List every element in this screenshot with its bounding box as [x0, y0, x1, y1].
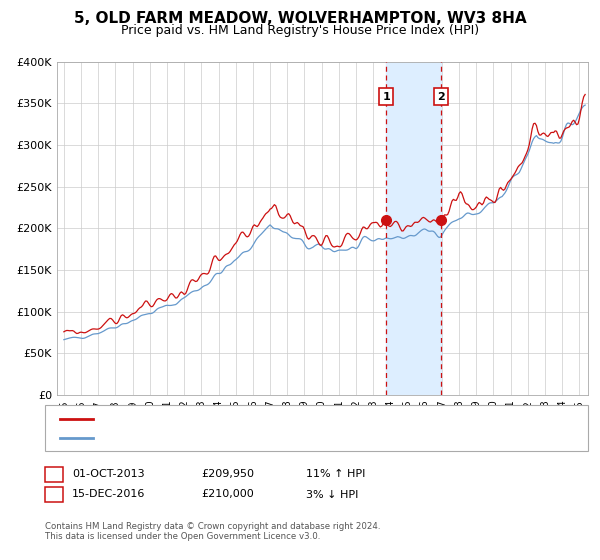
Text: Price paid vs. HM Land Registry's House Price Index (HPI): Price paid vs. HM Land Registry's House … — [121, 24, 479, 37]
Bar — [386, 62, 441, 395]
Text: Contains HM Land Registry data © Crown copyright and database right 2024.: Contains HM Land Registry data © Crown c… — [45, 522, 380, 531]
Text: 01-OCT-2013: 01-OCT-2013 — [72, 469, 145, 479]
Text: 3% ↓ HPI: 3% ↓ HPI — [306, 489, 358, 500]
Text: 1: 1 — [50, 469, 58, 479]
Text: 1: 1 — [382, 92, 390, 101]
Text: 15-DEC-2016: 15-DEC-2016 — [72, 489, 145, 500]
Text: HPI: Average price, detached house, Wolverhampton: HPI: Average price, detached house, Wolv… — [102, 433, 377, 443]
Text: £209,950: £209,950 — [201, 469, 254, 479]
Text: 2: 2 — [50, 489, 58, 500]
Text: 11% ↑ HPI: 11% ↑ HPI — [306, 469, 365, 479]
Text: 2: 2 — [437, 92, 445, 101]
Text: 5, OLD FARM MEADOW, WOLVERHAMPTON, WV3 8HA: 5, OLD FARM MEADOW, WOLVERHAMPTON, WV3 8… — [74, 11, 526, 26]
Text: This data is licensed under the Open Government Licence v3.0.: This data is licensed under the Open Gov… — [45, 532, 320, 541]
Text: £210,000: £210,000 — [201, 489, 254, 500]
Text: 5, OLD FARM MEADOW, WOLVERHAMPTON, WV3 8HA (detached house): 5, OLD FARM MEADOW, WOLVERHAMPTON, WV3 8… — [102, 414, 474, 424]
